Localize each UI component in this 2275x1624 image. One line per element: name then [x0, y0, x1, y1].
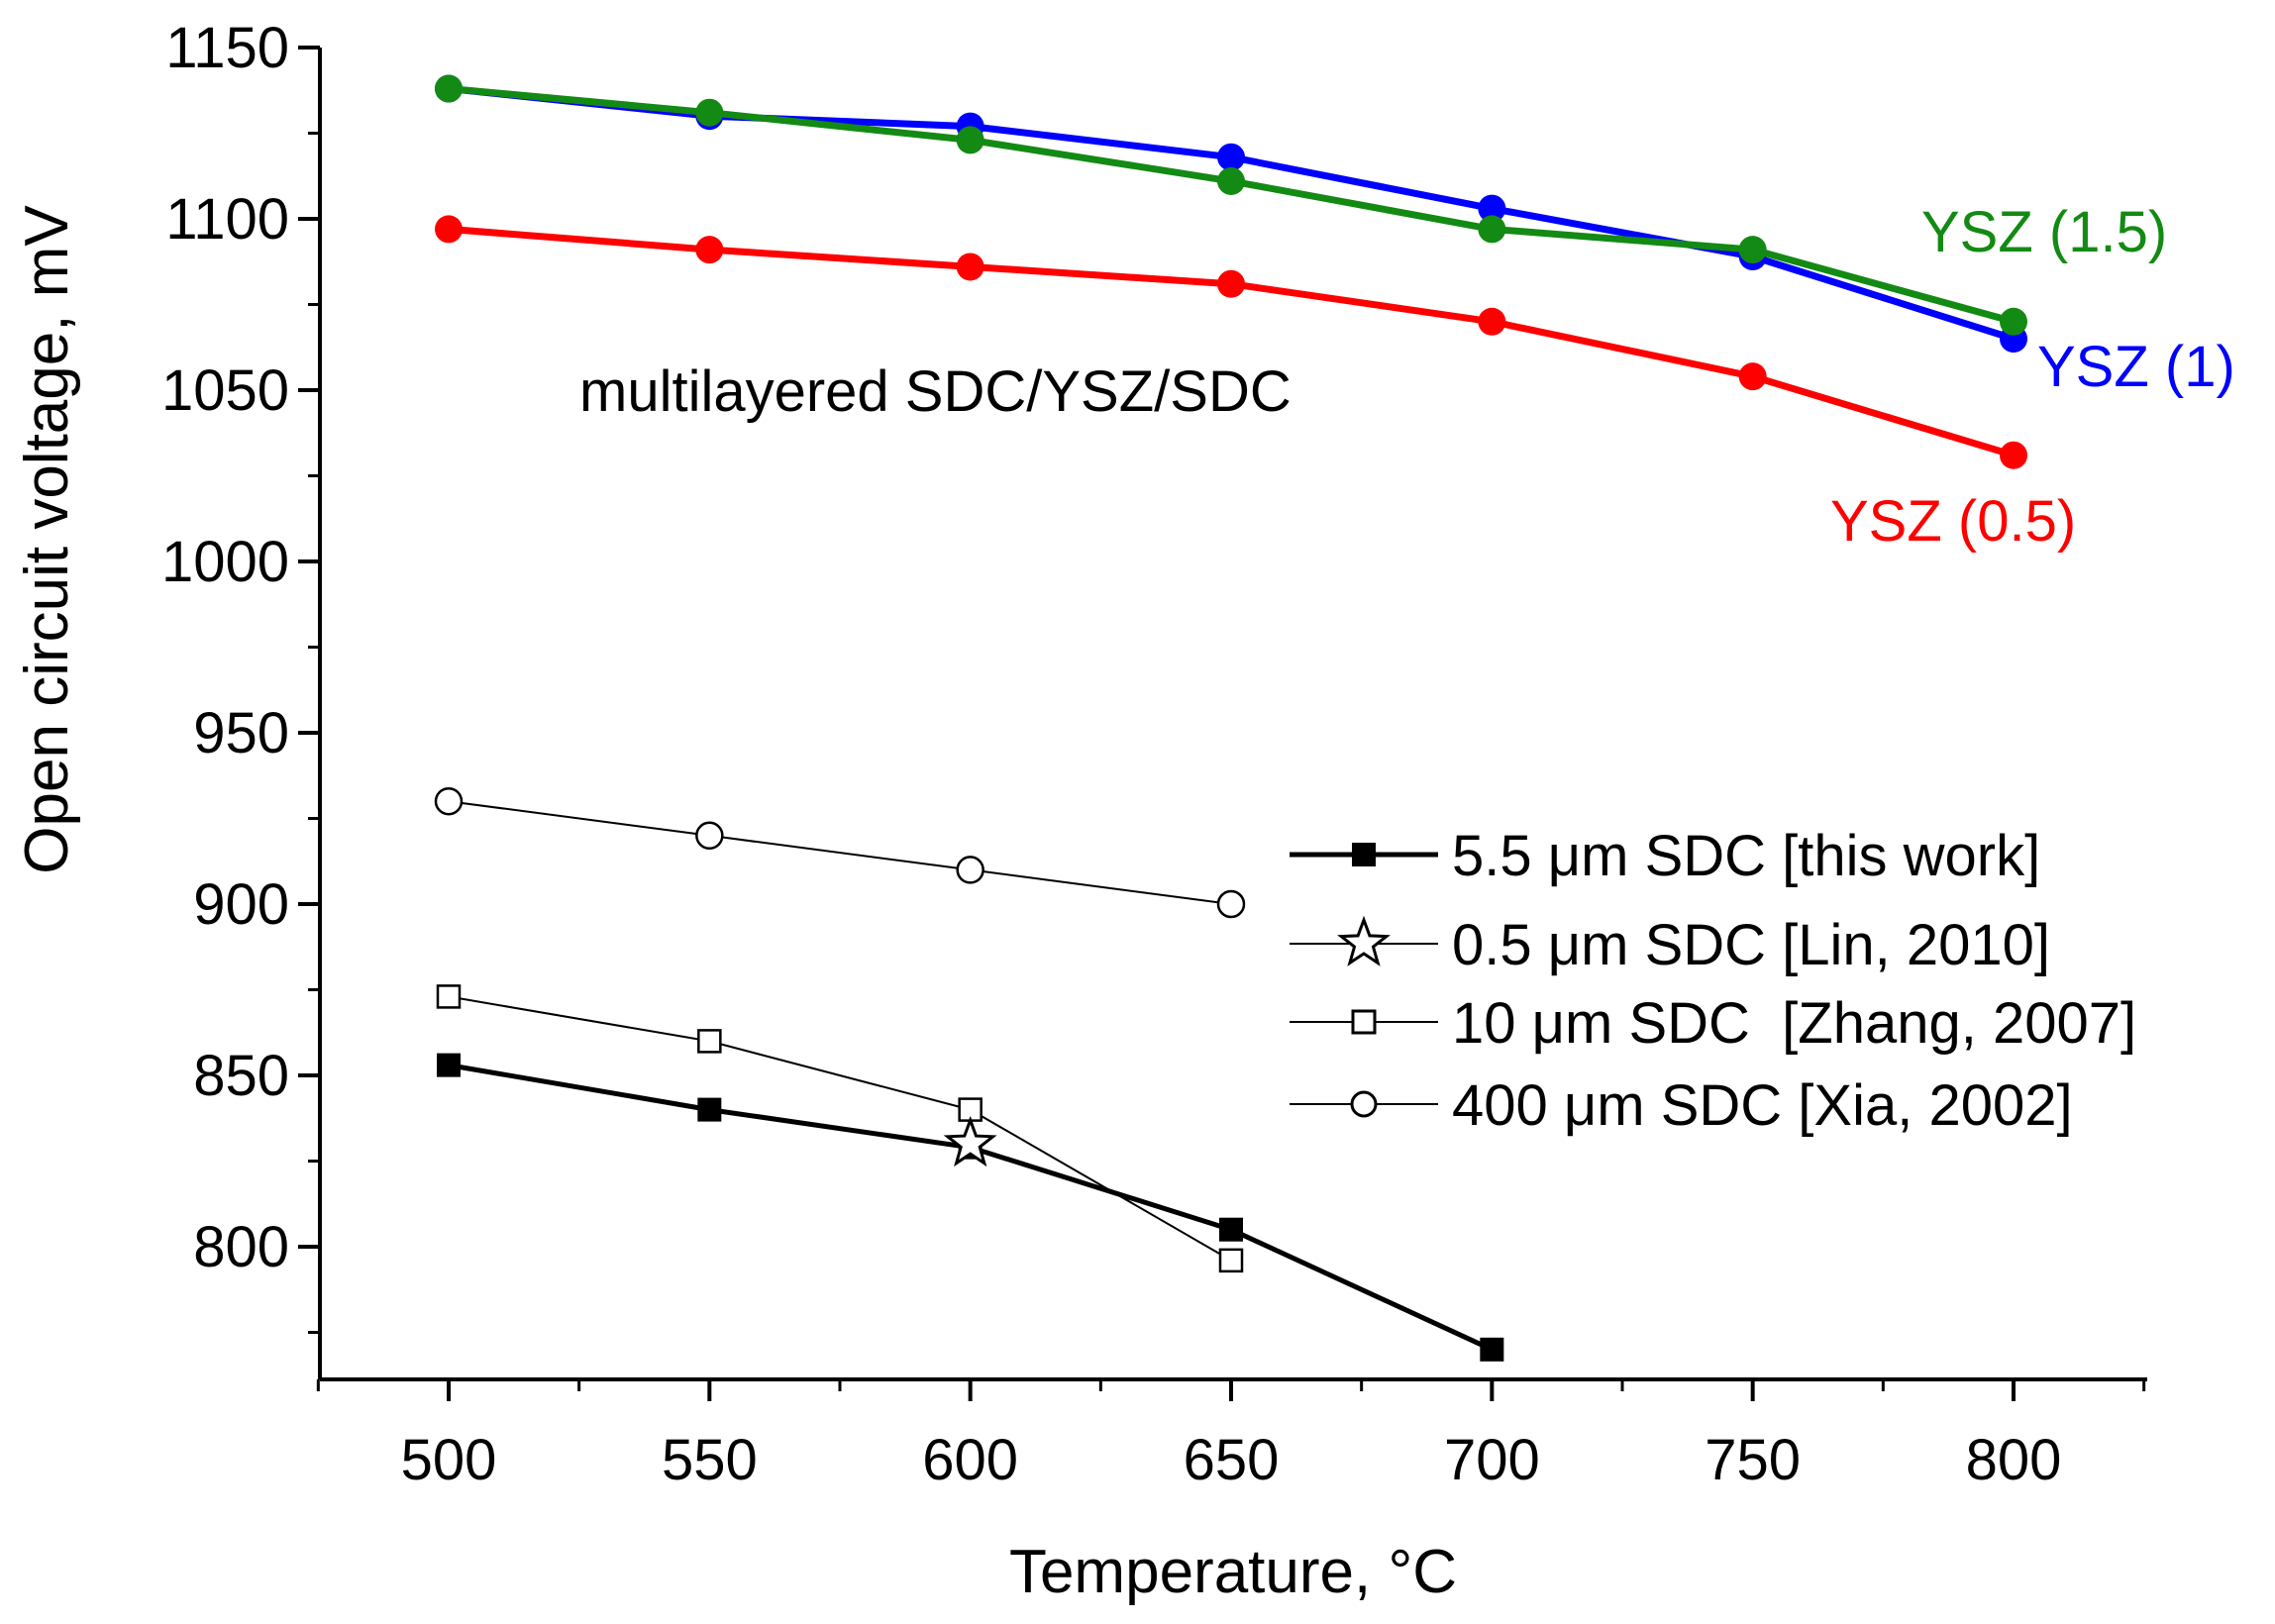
data-point-ysz-1-5 — [956, 126, 984, 154]
y-tick-label: 800 — [193, 1215, 289, 1279]
legend-label-zhang-2007: 10 μm SDC [Zhang, 2007] — [1452, 991, 2136, 1056]
data-point-ysz-0-5 — [1738, 362, 1767, 391]
y-tick-label: 900 — [193, 872, 289, 937]
series-label-ysz-1: YSZ (1) — [2037, 335, 2235, 399]
data-point-ysz-0-5 — [1478, 307, 1506, 336]
series-label-ysz-0-5: YSZ (0.5) — [1830, 489, 2076, 554]
data-point-10-um-sdc-zhang-2007 — [697, 1029, 722, 1054]
data-point-5-5-um-sdc-this-work — [1219, 1217, 1243, 1242]
y-tick-label: 1100 — [165, 187, 289, 252]
data-point-ysz-1 — [1217, 143, 1245, 171]
x-tick-label: 600 — [922, 1428, 1018, 1492]
data-point-5-5-um-sdc-this-work — [697, 1097, 722, 1122]
data-point-ysz-1-5 — [1478, 215, 1506, 244]
x-axis-title: Temperature, °C — [1009, 1538, 1457, 1606]
y-tick-label: 950 — [193, 701, 289, 765]
data-point-ysz-1-5 — [2000, 307, 2027, 336]
data-point-0-5-um-sdc-lin-2010 — [943, 1115, 997, 1167]
legend-marker-filled-square — [1352, 843, 1376, 866]
series-label-ysz-1-5: YSZ (1.5) — [1921, 200, 2167, 264]
x-tick-label: 800 — [1966, 1428, 2062, 1492]
series-0-5-um-sdc-lin-2010 — [943, 1115, 997, 1167]
series-10-um-sdc-zhang-2007 — [436, 984, 1244, 1273]
legend-marker-open-square — [1351, 1009, 1377, 1035]
legend-marker-open-circle — [1350, 1090, 1378, 1118]
data-point-400-um-sdc-xia-2002 — [956, 856, 984, 884]
series-ysz-0-5 — [435, 215, 2027, 469]
data-point-400-um-sdc-xia-2002 — [1216, 889, 1246, 919]
x-tick-label: 500 — [401, 1428, 497, 1492]
data-point-ysz-0-5 — [435, 215, 463, 244]
data-point-ysz-0-5 — [1217, 269, 1245, 298]
series-ysz-1-5 — [435, 74, 2027, 336]
legend-entry-this-work: 5.5 μm SDC [this work] — [1290, 824, 2040, 888]
legend-entry-lin-2010: 0.5 μm SDC [Lin, 2010] — [1290, 913, 2050, 977]
y-tick-label: 850 — [193, 1044, 289, 1108]
data-point-400-um-sdc-xia-2002 — [434, 786, 464, 816]
data-point-10-um-sdc-zhang-2007 — [1218, 1248, 1244, 1273]
data-point-ysz-1-5 — [1217, 166, 1245, 195]
chart-annotation: multilayered SDC/YSZ/SDC — [579, 359, 1292, 424]
legend-entry-zhang-2007: 10 μm SDC [Zhang, 2007] — [1290, 991, 2136, 1056]
y-axis-title: Open circuit voltage, mV — [13, 205, 81, 874]
y-axis-ticks: 800 850 900 950 1000 1050 1100 1150 — [161, 16, 320, 1334]
legend-label-this-work: 5.5 μm SDC [this work] — [1452, 824, 2040, 888]
series-line-10-um-sdc-zhang-2007 — [448, 995, 1232, 1262]
series-400-um-sdc-xia-2002 — [434, 786, 1246, 919]
legend-entry-xia-2002: 400 μm SDC [Xia, 2002] — [1290, 1073, 2073, 1138]
plot-area — [434, 74, 2027, 1362]
legend-label-xia-2002: 400 μm SDC [Xia, 2002] — [1452, 1073, 2073, 1138]
data-point-5-5-um-sdc-this-work — [437, 1053, 461, 1077]
x-axis-ticks: 500 550 600 650 700 750 800 — [316, 1379, 2146, 1492]
data-point-ysz-1 — [1478, 194, 1506, 223]
data-point-ysz-0-5 — [695, 236, 724, 264]
data-point-ysz-0-5 — [2000, 441, 2027, 469]
data-point-ysz-1-5 — [695, 98, 724, 127]
y-tick-label: 1000 — [161, 530, 289, 594]
legend: 5.5 μm SDC [this work] 0.5 μm SDC [Lin, … — [1290, 824, 2136, 1138]
y-tick-label: 1050 — [161, 358, 289, 423]
series-line-400-um-sdc-xia-2002 — [448, 800, 1232, 905]
data-point-ysz-0-5 — [956, 253, 984, 281]
legend-marker-open-star — [1337, 915, 1391, 966]
x-tick-label: 700 — [1444, 1428, 1540, 1492]
x-tick-label: 650 — [1184, 1428, 1280, 1492]
legend-label-lin-2010: 0.5 μm SDC [Lin, 2010] — [1452, 913, 2050, 977]
x-tick-label: 750 — [1705, 1428, 1801, 1492]
y-tick-label: 1150 — [165, 16, 289, 80]
data-point-ysz-1-5 — [435, 74, 463, 103]
data-point-400-um-sdc-xia-2002 — [695, 821, 724, 851]
data-point-5-5-um-sdc-this-work — [1480, 1337, 1504, 1362]
data-point-ysz-1-5 — [1738, 236, 1767, 264]
data-point-10-um-sdc-zhang-2007 — [436, 984, 462, 1009]
x-tick-label: 550 — [662, 1428, 758, 1492]
